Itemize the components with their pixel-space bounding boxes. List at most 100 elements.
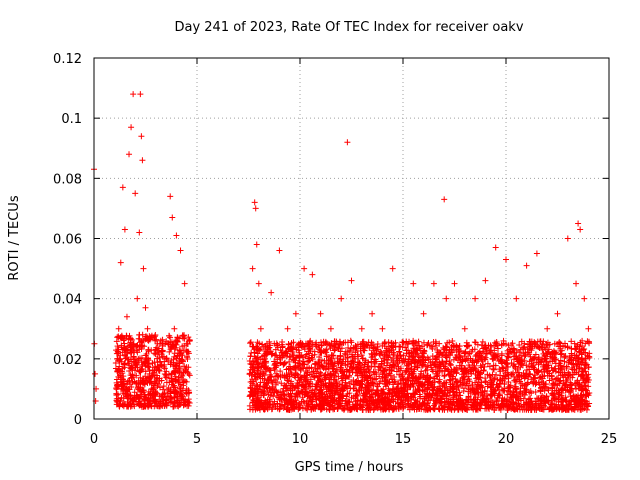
data-point-dense (482, 378, 489, 385)
y-tick-label: 0.06 (53, 233, 82, 248)
data-point-dense (556, 380, 563, 387)
data-point (173, 232, 180, 239)
data-point (140, 265, 147, 272)
data-point-dense (160, 383, 167, 390)
data-point (492, 244, 499, 251)
data-point (309, 271, 316, 278)
data-point-dense (469, 346, 476, 353)
data-point-dense (142, 368, 149, 375)
data-point-dense (471, 391, 478, 398)
data-point-dense (526, 341, 533, 348)
data-point-dense (185, 334, 192, 341)
data-point-dense (312, 365, 319, 372)
data-point (513, 295, 520, 302)
data-point-dense (169, 370, 176, 377)
data-point-dense (556, 391, 563, 398)
data-point (117, 259, 124, 266)
data-point-dense (438, 395, 445, 402)
data-point-dense (112, 360, 119, 367)
data-point-dense (172, 387, 179, 394)
data-point (379, 325, 386, 332)
data-point (181, 280, 188, 287)
data-point-dense (284, 377, 291, 384)
data-point (177, 247, 184, 254)
data-point (533, 250, 540, 257)
data-point-dense (173, 355, 180, 362)
data-point-dense (167, 334, 174, 341)
data-point-dense (279, 344, 286, 351)
data-point-dense (117, 378, 124, 385)
data-point (253, 241, 260, 248)
data-point-dense (506, 383, 513, 390)
data-point-dense (119, 334, 126, 341)
data-point (252, 205, 259, 212)
data-point-dense (157, 398, 164, 405)
data-point (573, 280, 580, 287)
data-point-dense (568, 350, 575, 357)
data-point-dense (290, 339, 297, 346)
data-point-dense (131, 367, 138, 374)
data-point (369, 310, 376, 317)
data-point-dense (136, 346, 143, 353)
data-point-dense (152, 363, 159, 370)
data-point-dense (125, 377, 132, 384)
data-point-dense (139, 331, 146, 338)
data-point-dense (118, 394, 125, 401)
data-point-dense (124, 388, 131, 395)
data-point-dense (151, 367, 158, 374)
data-point-dense (342, 358, 349, 365)
data-point-dense (133, 398, 140, 405)
data-point-dense (136, 368, 143, 375)
data-point (301, 265, 308, 272)
data-point-dense (145, 364, 152, 371)
y-tick-label: 0.04 (53, 293, 82, 308)
data-point (284, 325, 291, 332)
data-point-dense (176, 347, 183, 354)
data-point-dense (141, 343, 148, 350)
data-point (130, 91, 137, 98)
data-point (115, 325, 122, 332)
data-point (251, 199, 258, 206)
data-point-dense (460, 387, 467, 394)
data-point-dense (116, 372, 123, 379)
data-point-dense (423, 363, 430, 370)
data-point-dense (133, 372, 140, 379)
data-point-dense (181, 398, 188, 405)
data-point-dense (163, 397, 170, 404)
data-point-dense (145, 363, 152, 370)
x-tick-label: 10 (292, 432, 309, 447)
data-point-dense (117, 397, 124, 404)
data-point-dense (176, 385, 183, 392)
data-point (171, 325, 178, 332)
y-tick-label: 0.02 (53, 353, 82, 368)
y-tick-label: 0.08 (53, 172, 82, 187)
data-point (358, 325, 365, 332)
data-point-dense (482, 395, 489, 402)
data-point-dense (508, 342, 515, 349)
data-point (317, 310, 324, 317)
data-point-dense (374, 405, 381, 412)
data-point (132, 190, 139, 197)
data-point-dense (479, 338, 486, 345)
data-point-dense (118, 333, 125, 340)
data-point-dense (172, 368, 179, 375)
data-point-dense (169, 381, 176, 388)
data-point-dense (128, 375, 135, 382)
data-point-dense (145, 348, 152, 355)
data-point-dense (147, 334, 154, 341)
data-point-dense (339, 359, 346, 366)
data-point (554, 310, 561, 317)
data-point-dense (172, 373, 179, 380)
data-point-dense (144, 397, 151, 404)
data-point (255, 280, 262, 287)
data-point-dense (465, 362, 472, 369)
data-point-dense (129, 396, 136, 403)
data-point-dense (173, 337, 180, 344)
data-point-dense (127, 339, 134, 346)
data-point-dense (397, 352, 404, 359)
data-point-dense (185, 402, 192, 409)
data-point-dense (170, 342, 177, 349)
data-point-dense (163, 379, 170, 386)
data-point (451, 280, 458, 287)
data-point-dense (154, 347, 161, 354)
